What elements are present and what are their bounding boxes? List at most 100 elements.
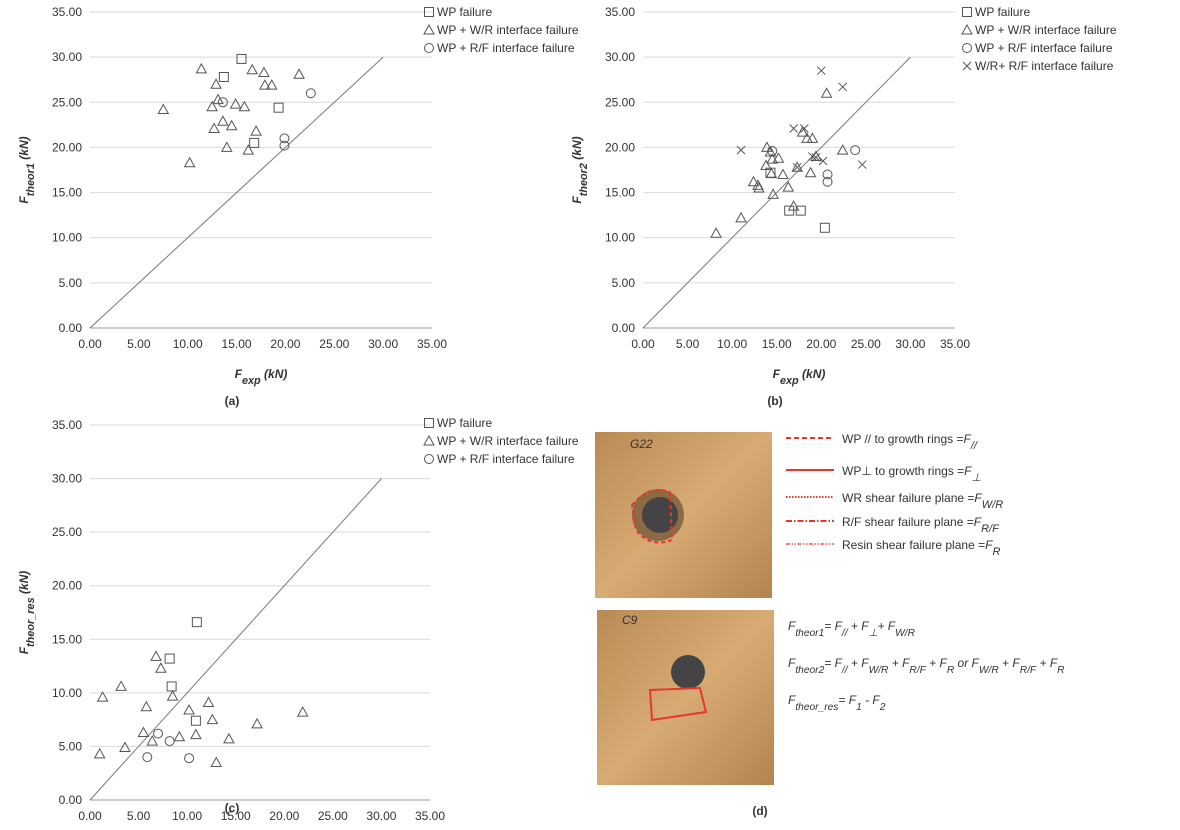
legend-label: WP + W/R interface failure xyxy=(437,434,579,448)
marker-triangle xyxy=(208,122,220,133)
x-tick-label: 30.00 xyxy=(895,337,925,351)
marker-square xyxy=(191,617,202,628)
marker-triangle xyxy=(195,62,208,74)
marker-triangle xyxy=(146,735,159,746)
text-part: F xyxy=(570,196,584,204)
y-tick-label: 35.00 xyxy=(605,5,635,19)
marker-triangle xyxy=(217,115,229,126)
marker-x xyxy=(808,152,817,161)
marker-triangle xyxy=(183,156,196,168)
text-part: (kN) xyxy=(261,367,288,381)
photo-label: C9 xyxy=(622,613,638,627)
marker-x xyxy=(789,124,799,133)
marker-triangle xyxy=(806,132,819,143)
marker-triangle xyxy=(140,700,153,712)
x-tick-label: 5.00 xyxy=(127,809,151,823)
reference-line xyxy=(642,56,911,329)
marker-square xyxy=(164,653,175,664)
marker-triangle xyxy=(961,23,973,35)
marker-circle xyxy=(279,133,290,144)
x-tick-label: 0.00 xyxy=(78,809,102,823)
text-part: (kN) xyxy=(17,571,31,598)
x-tick-label: 25.00 xyxy=(851,337,881,351)
subscript: // xyxy=(841,665,849,676)
subscript: theor_res xyxy=(795,702,838,713)
x-tick-label: 15.00 xyxy=(222,337,252,351)
marker-triangle xyxy=(710,227,722,238)
y-tick-label: 30.00 xyxy=(52,50,82,64)
marker-triangle xyxy=(258,66,270,77)
x-tick-label: 25.00 xyxy=(318,809,348,823)
legend-label: WP + R/F interface failure xyxy=(437,452,575,466)
x-tick-label: 30.00 xyxy=(366,809,396,823)
marker-triangle xyxy=(804,166,817,178)
marker-x xyxy=(736,145,746,155)
subscript: 1 xyxy=(856,702,862,713)
text-part: WP // to growth rings = xyxy=(842,432,964,446)
subscript: // xyxy=(841,628,849,639)
marker-triangle xyxy=(752,179,764,190)
subscript: W/R xyxy=(982,499,1003,511)
x-tick-label: 5.00 xyxy=(127,337,151,351)
y-tick-label: 20.00 xyxy=(52,579,82,593)
marker-triangle xyxy=(229,98,242,109)
marker-square xyxy=(249,137,260,148)
marker-circle xyxy=(822,176,833,187)
formula: Ftheor_res= F1 - F2 xyxy=(788,693,886,713)
marker-circle xyxy=(279,140,290,151)
marker-triangle xyxy=(206,100,218,112)
subscript: W/R xyxy=(869,665,889,676)
marker-circle xyxy=(142,752,153,763)
marker-triangle xyxy=(155,662,167,673)
text-part: + F xyxy=(848,656,870,670)
marker-triangle xyxy=(223,732,235,744)
subscript: 2 xyxy=(879,702,886,713)
marker-triangle xyxy=(735,211,747,223)
formula: Ftheor2= F// + FW/R + FR/F + FR or FW/R … xyxy=(788,656,1065,676)
photo-label: G22 xyxy=(630,437,653,451)
marker-triangle xyxy=(173,730,186,742)
text-part: Resin shear failure plane = xyxy=(842,538,985,552)
marker-circle xyxy=(153,728,163,739)
marker-x xyxy=(792,162,802,172)
y-tick-label: 20.00 xyxy=(52,140,82,154)
legend-label: WR shear failure plane =FW/R xyxy=(842,491,1003,511)
marker-triangle xyxy=(238,100,251,112)
x-tick-label: 15.00 xyxy=(221,809,251,823)
text-part: + F xyxy=(926,656,948,670)
text-part: WR shear failure plane = xyxy=(842,491,974,505)
marker-circle xyxy=(305,88,316,99)
marker-triangle xyxy=(96,691,109,702)
x-tick-label: 20.00 xyxy=(806,337,836,351)
marker-triangle xyxy=(250,125,262,136)
marker-triangle xyxy=(183,703,195,715)
y-tick-label: 20.00 xyxy=(605,140,635,154)
marker-triangle xyxy=(296,706,309,717)
marker-square xyxy=(784,205,795,216)
x-tick-label: 0.00 xyxy=(631,337,655,351)
subscript: theor1 xyxy=(795,628,824,639)
marker-triangle xyxy=(753,182,765,193)
subscript: theor2 xyxy=(578,163,590,196)
marker-triangle xyxy=(93,747,106,759)
subscript: R xyxy=(992,546,1000,558)
marker-circle xyxy=(962,43,972,53)
text-part: R/F shear failure plane = xyxy=(842,515,974,529)
y-tick-label: 25.00 xyxy=(52,95,82,109)
marker-triangle xyxy=(766,153,779,164)
legend-label: R/F shear failure plane =FR/F xyxy=(842,515,1000,535)
x-tick-label: 15.00 xyxy=(762,337,792,351)
marker-triangle xyxy=(791,161,804,172)
subscript: exp xyxy=(780,375,799,387)
x-tick-label: 30.00 xyxy=(368,337,398,351)
marker-circle xyxy=(164,736,175,747)
marker-triangle xyxy=(765,167,778,179)
symbol: F xyxy=(964,464,972,478)
failure-outline xyxy=(630,489,674,544)
y-tick-label: 5.00 xyxy=(59,739,83,753)
marker-triangle xyxy=(202,696,215,707)
text-part: or F xyxy=(954,656,979,670)
marker-square xyxy=(190,715,201,726)
legend-label: WP + W/R interface failure xyxy=(437,23,579,37)
text-part: F xyxy=(788,656,796,670)
